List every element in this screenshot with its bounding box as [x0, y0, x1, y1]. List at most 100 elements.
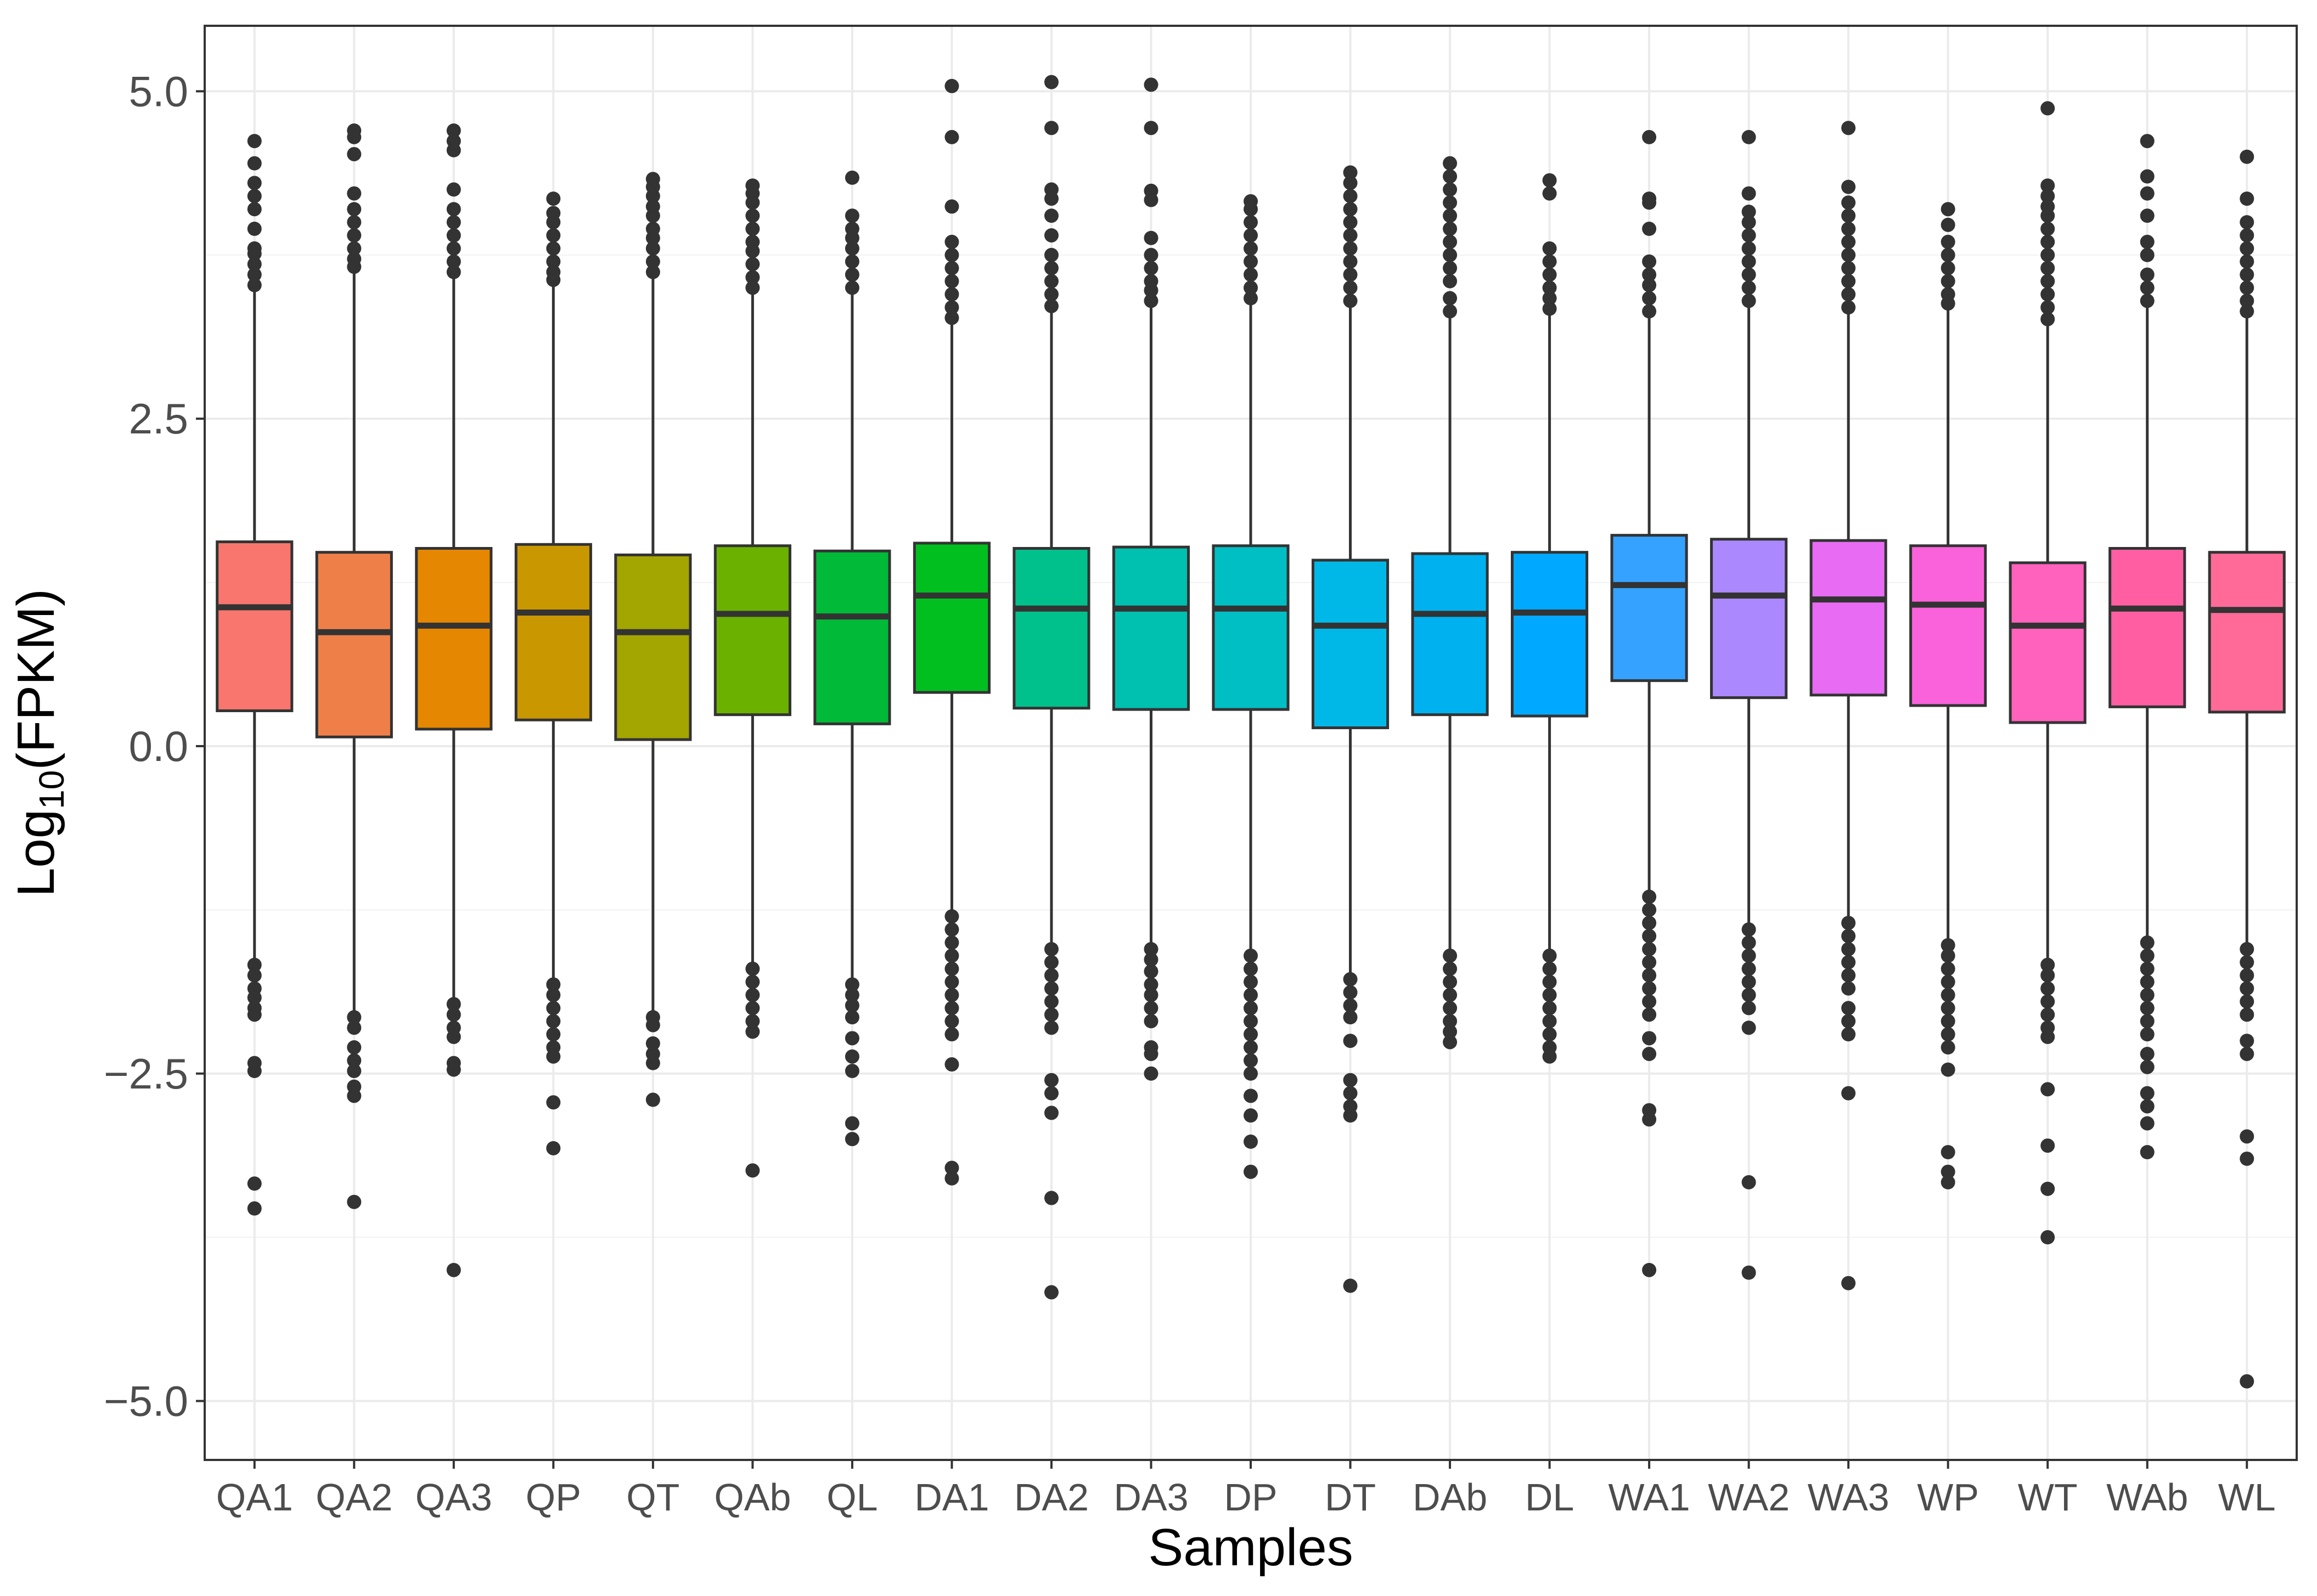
outlier-point	[944, 961, 959, 976]
outlier-point	[944, 1014, 959, 1029]
outlier-point	[1642, 291, 1657, 306]
outlier-point	[1841, 981, 1856, 996]
outlier-point	[745, 208, 760, 223]
outlier-point	[745, 257, 760, 272]
box-group-WA1	[1610, 129, 1688, 1277]
box-group-QAb	[713, 178, 791, 1178]
outlier-point	[1343, 280, 1358, 295]
outlier-point	[1741, 1175, 1756, 1189]
x-tick-label: DA1	[914, 1476, 989, 1519]
outlier-point	[1343, 241, 1358, 256]
box	[1013, 546, 1090, 710]
outlier-point	[1642, 278, 1657, 292]
outlier-point	[1044, 274, 1059, 289]
outlier-point	[1741, 254, 1756, 269]
outlier-point	[247, 156, 262, 171]
outlier-point	[1741, 948, 1756, 963]
outlier-point	[1343, 165, 1358, 180]
outlier-point	[446, 123, 461, 138]
outlier-point	[1642, 267, 1657, 282]
outlier-point	[1443, 988, 1458, 1002]
outlier-point	[347, 1063, 362, 1078]
x-tick-label: DAb	[1413, 1476, 1487, 1519]
box-group-DT	[1311, 165, 1390, 1293]
outlier-point	[1044, 247, 1059, 262]
outlier-point	[1144, 977, 1158, 992]
outlier-point	[944, 1171, 959, 1186]
outlier-point	[1443, 208, 1458, 223]
outlier-point	[845, 988, 859, 1002]
outlier-point	[1941, 1145, 1955, 1160]
outlier-point	[1144, 294, 1158, 308]
outlier-point	[745, 270, 760, 285]
outlier-point	[2240, 1007, 2254, 1022]
outlier-point	[1044, 968, 1059, 983]
outlier-point	[845, 280, 859, 295]
x-axis: QA1 QA2 QA3 QP QT QAb QL DA1 DA2 DA3 DP DT DAb DL WA1 W…	[216, 1460, 2276, 1519]
outlier-point	[1841, 234, 1856, 249]
outlier-point	[1841, 287, 1856, 302]
outlier-point	[745, 961, 760, 976]
outlier-point	[247, 241, 262, 256]
outlier-point	[944, 1027, 959, 1042]
outlier-point	[845, 1010, 859, 1025]
outlier-point	[1741, 935, 1756, 950]
outlier-point	[2040, 274, 2055, 289]
box	[913, 542, 991, 694]
outlier-point	[944, 300, 959, 315]
outlier-point	[2140, 935, 2155, 950]
outlier-point	[2240, 304, 2254, 319]
outlier-point	[347, 1020, 362, 1035]
box-group-QP	[514, 191, 592, 1155]
outlier-point	[1741, 1020, 1756, 1035]
outlier-point	[1443, 1001, 1458, 1016]
outlier-point	[546, 988, 561, 1002]
outlier-point	[1443, 247, 1458, 262]
outlier-point	[845, 977, 859, 992]
outlier-point	[1941, 1014, 1955, 1029]
outlier-point	[944, 1160, 959, 1175]
outlier-point	[2240, 1046, 2254, 1061]
outlier-point	[2140, 1001, 2155, 1016]
outlier-point	[2040, 312, 2055, 326]
outlier-point	[546, 241, 561, 256]
outlier-point	[347, 123, 362, 138]
outlier-point	[1542, 241, 1557, 256]
outlier-point	[1941, 261, 1955, 275]
outlier-point	[1144, 952, 1158, 967]
outlier-point	[2140, 247, 2155, 262]
outlier-point	[247, 1176, 262, 1191]
outlier-point	[1044, 75, 1059, 89]
outlier-point	[2240, 981, 2254, 996]
outlier-point	[645, 172, 660, 187]
outlier-point	[247, 257, 262, 272]
outlier-point	[1542, 173, 1557, 188]
outlier-point	[1642, 955, 1657, 969]
outlier-point	[546, 1141, 561, 1155]
outlier-point	[446, 1007, 461, 1022]
outlier-point	[1443, 1035, 1458, 1050]
outlier-point	[247, 134, 262, 149]
outlier-point	[1244, 1014, 1258, 1029]
outlier-point	[1044, 981, 1059, 996]
outlier-point	[1741, 1265, 1756, 1280]
outlier-point	[247, 267, 262, 282]
outlier-point	[845, 1116, 859, 1131]
outlier-point	[1941, 1175, 1955, 1189]
outlier-point	[1244, 974, 1258, 989]
outlier-point	[2040, 968, 2055, 983]
outlier-point	[2140, 234, 2155, 249]
outlier-point	[347, 1053, 362, 1068]
outlier-point	[1642, 929, 1657, 944]
outlier-point	[1542, 1049, 1557, 1064]
outlier-point	[1244, 1164, 1258, 1179]
x-tick-label: WT	[2018, 1476, 2078, 1519]
outlier-point	[1941, 961, 1955, 976]
outlier-point	[944, 234, 959, 249]
outlier-point	[247, 1201, 262, 1216]
outlier-point	[745, 988, 760, 1002]
outlier-point	[2140, 1046, 2155, 1061]
outlier-point	[1542, 267, 1557, 282]
outlier-point	[446, 997, 461, 1012]
box-group-QT	[614, 172, 692, 1107]
